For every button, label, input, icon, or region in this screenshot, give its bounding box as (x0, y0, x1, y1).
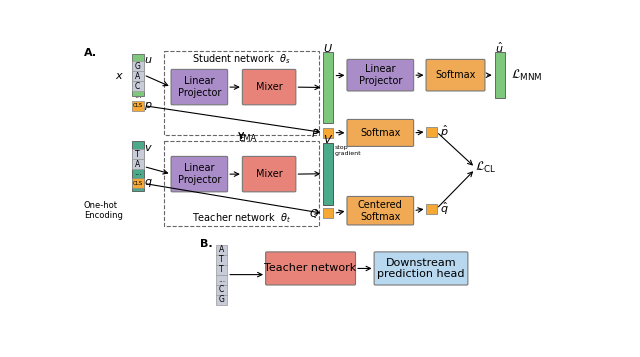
Bar (132, 101, 143, 111)
Text: CLS: CLS (132, 181, 143, 186)
Text: A.: A. (84, 48, 97, 58)
Text: $v$: $v$ (144, 142, 153, 152)
Text: $\mathcal{L}_{\rm MNM}$: $\mathcal{L}_{\rm MNM}$ (511, 67, 543, 83)
Bar (132, 71, 143, 81)
Text: CLS: CLS (132, 103, 143, 108)
Text: ...: ... (218, 275, 225, 284)
Text: Teacher network  $\boldsymbol{\theta_t}$: Teacher network $\boldsymbol{\theta_t}$ (191, 211, 291, 225)
FancyBboxPatch shape (171, 69, 228, 105)
Text: $\hat{q}$: $\hat{q}$ (440, 201, 449, 217)
FancyBboxPatch shape (266, 252, 355, 285)
Bar (495, 52, 505, 98)
Text: Mixer: Mixer (256, 82, 282, 92)
Text: $\hat{p}$: $\hat{p}$ (440, 124, 449, 140)
Text: $\mathcal{L}_{\rm CL}$: $\mathcal{L}_{\rm CL}$ (476, 160, 497, 175)
Bar (426, 204, 436, 214)
FancyBboxPatch shape (426, 59, 485, 91)
Bar (216, 265, 227, 275)
Bar (132, 141, 143, 191)
Text: $V$: $V$ (323, 133, 333, 145)
Text: Centered
Softmax: Centered Softmax (358, 200, 403, 221)
FancyBboxPatch shape (347, 59, 413, 91)
Text: Linear
Projector: Linear Projector (178, 163, 221, 185)
Text: Downstream
prediction head: Downstream prediction head (377, 258, 465, 279)
Bar (216, 245, 227, 255)
Bar (132, 54, 143, 96)
Text: T: T (136, 150, 140, 159)
FancyBboxPatch shape (243, 69, 296, 105)
Bar (323, 143, 333, 205)
Bar (216, 275, 227, 285)
Text: Linear
Projector: Linear Projector (178, 76, 221, 98)
Bar (323, 208, 333, 218)
Bar (132, 149, 143, 159)
Text: One-hot
Encoding: One-hot Encoding (84, 201, 123, 220)
Text: Student network  $\boldsymbol{\theta_s}$: Student network $\boldsymbol{\theta_s}$ (192, 52, 291, 66)
FancyBboxPatch shape (347, 196, 413, 225)
Bar (132, 81, 143, 91)
Text: Softmax: Softmax (360, 128, 401, 138)
Text: Linear
Projector: Linear Projector (358, 64, 402, 86)
Text: B.: B. (200, 239, 212, 249)
Text: stop
gradient: stop gradient (335, 145, 362, 156)
Bar (216, 285, 227, 295)
Text: A: A (135, 160, 140, 169)
Bar (323, 52, 333, 123)
Text: T: T (219, 255, 224, 264)
Text: $P$: $P$ (311, 126, 319, 139)
Text: A: A (219, 245, 224, 254)
FancyBboxPatch shape (374, 252, 468, 285)
Text: $U$: $U$ (323, 42, 333, 54)
Text: Mixer: Mixer (256, 169, 282, 179)
Bar (164, 141, 319, 226)
Text: Teacher network: Teacher network (264, 263, 356, 273)
Text: C: C (219, 285, 224, 294)
Text: C: C (135, 82, 140, 91)
Text: G: G (218, 295, 225, 304)
Text: A: A (135, 72, 140, 81)
FancyBboxPatch shape (243, 156, 296, 192)
Text: ...: ... (134, 91, 141, 100)
Text: G: G (135, 62, 141, 71)
Bar (132, 159, 143, 169)
Text: $\hat{u}$: $\hat{u}$ (495, 41, 504, 55)
FancyBboxPatch shape (171, 156, 228, 192)
Text: Softmax: Softmax (435, 70, 476, 80)
Text: $p$: $p$ (144, 100, 153, 112)
Text: $x$: $x$ (115, 71, 124, 81)
Text: $u$: $u$ (144, 55, 153, 65)
Text: T: T (219, 265, 224, 274)
Bar (426, 127, 436, 137)
Text: $q$: $q$ (144, 177, 153, 189)
Bar (132, 178, 143, 188)
Bar (164, 51, 319, 135)
Text: ...: ... (134, 169, 141, 177)
Bar (323, 127, 333, 137)
Bar (216, 255, 227, 265)
Bar (216, 295, 227, 305)
Bar (132, 61, 143, 71)
Text: $Q$: $Q$ (309, 207, 319, 220)
FancyBboxPatch shape (347, 120, 413, 146)
Text: EMA: EMA (238, 134, 257, 143)
